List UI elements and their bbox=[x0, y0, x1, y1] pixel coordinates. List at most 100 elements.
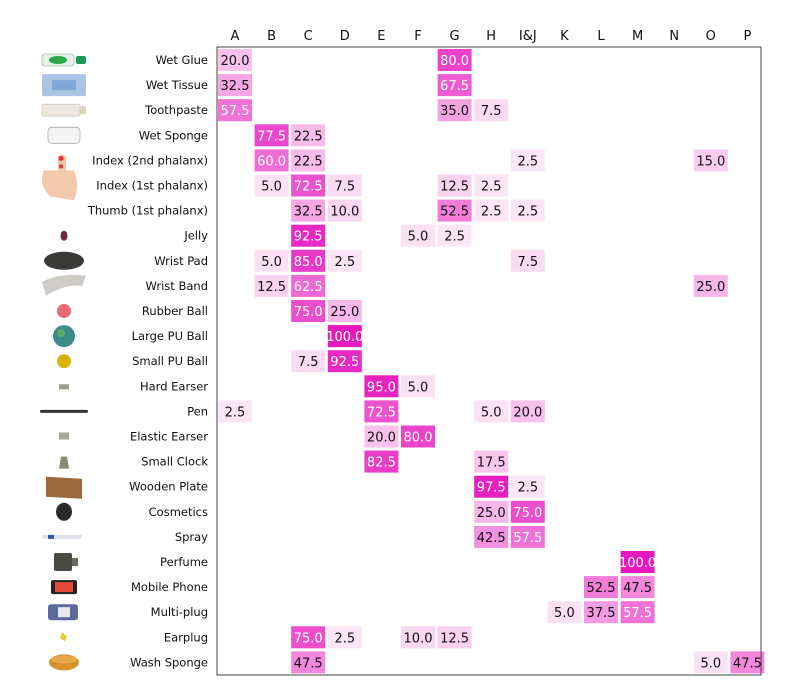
column-labels: A B C D E F G H I&J K L M N O P bbox=[231, 29, 752, 44]
heatmap-cell bbox=[474, 199, 509, 222]
elastic-eraser-icon bbox=[59, 432, 69, 440]
cell-value-label: 72.5 bbox=[294, 180, 323, 195]
rubber-ball-icon bbox=[57, 304, 71, 318]
row-label-wrist-band: Wrist Band bbox=[146, 279, 208, 293]
row-label-mobile-phone: Mobile Phone bbox=[131, 580, 208, 594]
row-label-large-pu-ball: Large PU Ball bbox=[132, 329, 208, 343]
cell-value-label: 5.0 bbox=[261, 180, 282, 195]
cell-value-label: 57.5 bbox=[221, 104, 250, 119]
heatmap-cell bbox=[693, 149, 728, 172]
column-label-h: H bbox=[486, 29, 496, 44]
cell-value-label: 57.5 bbox=[623, 606, 652, 621]
wet-tissue-icon bbox=[42, 74, 86, 97]
column-label-e: E bbox=[377, 29, 385, 44]
row-label-earplug: Earplug bbox=[164, 630, 208, 644]
cell-value-label: 25.0 bbox=[696, 280, 725, 295]
cell-value-label: 80.0 bbox=[440, 54, 469, 69]
cell-value-label: 12.5 bbox=[440, 180, 469, 195]
cell-value-label: 60.0 bbox=[257, 154, 286, 169]
heatmap-cells: 20.0 80.0 32.5 67.5 57.5 35.0 7.5 77.5 22.5 60.0 2… bbox=[218, 49, 765, 674]
row-label-index-2nd-phalanx: Index (2nd phalanx) bbox=[92, 153, 208, 167]
wet-sponge-icon bbox=[47, 126, 81, 144]
heatmap-cell bbox=[291, 249, 326, 272]
cell-value-label: 42.5 bbox=[477, 531, 506, 546]
heatmap-cell bbox=[254, 249, 289, 272]
row-label-pen: Pen bbox=[187, 404, 208, 418]
heatmap-cell bbox=[437, 174, 472, 197]
heatmap-cell bbox=[510, 249, 545, 272]
heatmap-cell bbox=[291, 626, 326, 649]
cell-value-label: 2.5 bbox=[225, 405, 246, 420]
wrist-band-icon bbox=[42, 274, 86, 296]
heatmap-cell bbox=[364, 450, 399, 473]
heatmap-cell bbox=[327, 626, 362, 649]
heatmap-cell bbox=[327, 174, 362, 197]
cell-value-label: 2.5 bbox=[517, 154, 538, 169]
heatmap-cell bbox=[510, 525, 545, 548]
cell-value-label: 2.5 bbox=[517, 205, 538, 220]
row-label-jelly: Jelly bbox=[183, 229, 208, 243]
cell-value-label: 2.5 bbox=[444, 230, 465, 245]
row-label-toothpaste: Toothpaste bbox=[144, 103, 208, 117]
heatmap-cell bbox=[437, 626, 472, 649]
row-label-wrist-pad: Wrist Pad bbox=[154, 254, 208, 268]
cell-value-label: 7.5 bbox=[517, 255, 538, 270]
heatmap-cell bbox=[474, 174, 509, 197]
heatmap-cell bbox=[510, 400, 545, 423]
row-labels: Wet Glue Wet Tissue Toothpaste Wet Sponge In… bbox=[87, 53, 209, 669]
heatmap-cell bbox=[218, 49, 252, 71]
heatmap-cell bbox=[510, 500, 545, 523]
column-label-a: A bbox=[231, 29, 240, 44]
heatmap-cell bbox=[437, 74, 472, 97]
cell-value-label: 67.5 bbox=[440, 79, 469, 94]
row-label-perfume: Perfume bbox=[160, 555, 208, 569]
cell-value-label: 32.5 bbox=[221, 79, 250, 94]
heatmap-cell bbox=[620, 601, 655, 624]
row-label-index-1st-phalanx: Index (1st phalanx) bbox=[96, 179, 208, 193]
spray-icon bbox=[42, 534, 82, 539]
heatmap-cell bbox=[291, 350, 326, 373]
heatmap-cell bbox=[510, 199, 545, 222]
row-label-wooden-plate: Wooden Plate bbox=[129, 480, 208, 494]
cell-value-label: 10.0 bbox=[404, 631, 433, 646]
pen-icon bbox=[40, 409, 88, 413]
cell-value-label: 22.5 bbox=[294, 129, 323, 144]
small-clock-icon bbox=[59, 456, 69, 469]
heatmap-cell bbox=[510, 149, 545, 172]
cell-value-label: 82.5 bbox=[367, 456, 396, 471]
heatmap-cell bbox=[620, 551, 655, 573]
column-label-k: K bbox=[560, 29, 569, 44]
cell-value-label: 35.0 bbox=[440, 104, 469, 119]
cell-value-label: 47.5 bbox=[623, 581, 652, 596]
cell-value-label: 80.0 bbox=[404, 431, 433, 446]
wet-glue-icon bbox=[41, 53, 86, 67]
mobile-phone-icon bbox=[51, 580, 77, 595]
cell-value-label: 75.0 bbox=[294, 631, 323, 646]
cell-value-label: 62.5 bbox=[294, 280, 323, 295]
large-pu-ball-icon bbox=[53, 325, 75, 348]
cell-value-label: 20.0 bbox=[221, 54, 250, 69]
heatmap-cell bbox=[474, 99, 509, 122]
heatmap-cell bbox=[291, 274, 326, 297]
column-label-d: D bbox=[340, 29, 350, 44]
cell-value-label: 72.5 bbox=[367, 405, 396, 420]
toothpaste-icon bbox=[41, 103, 86, 117]
heatmap-cell bbox=[291, 149, 326, 172]
hard-eraser-icon bbox=[59, 384, 69, 390]
perfume-icon bbox=[54, 553, 78, 571]
heatmap-cell bbox=[327, 249, 362, 272]
cell-value-label: 75.0 bbox=[513, 506, 542, 521]
row-label-wet-tissue: Wet Tissue bbox=[146, 78, 208, 92]
cell-value-label: 15.0 bbox=[696, 154, 725, 169]
heatmap-cell bbox=[401, 375, 435, 398]
heatmap-cell bbox=[254, 149, 289, 172]
column-label-p: P bbox=[743, 29, 751, 44]
heatmap-cell bbox=[401, 425, 435, 448]
heatmap-cell bbox=[437, 49, 472, 71]
cell-value-label: 12.5 bbox=[440, 631, 469, 646]
row-label-wash-sponge: Wash Sponge bbox=[130, 655, 208, 669]
row-label-elastic-earser: Elastic Earser bbox=[130, 430, 208, 444]
cell-value-label: 97.5 bbox=[477, 481, 506, 496]
cell-value-label: 2.5 bbox=[517, 481, 538, 496]
row-label-rubber-ball: Rubber Ball bbox=[142, 304, 208, 318]
